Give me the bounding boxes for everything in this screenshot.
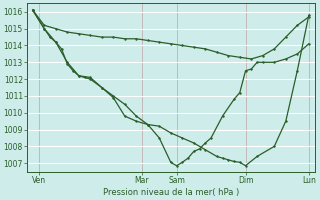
X-axis label: Pression niveau de la mer( hPa ): Pression niveau de la mer( hPa ) — [103, 188, 239, 197]
